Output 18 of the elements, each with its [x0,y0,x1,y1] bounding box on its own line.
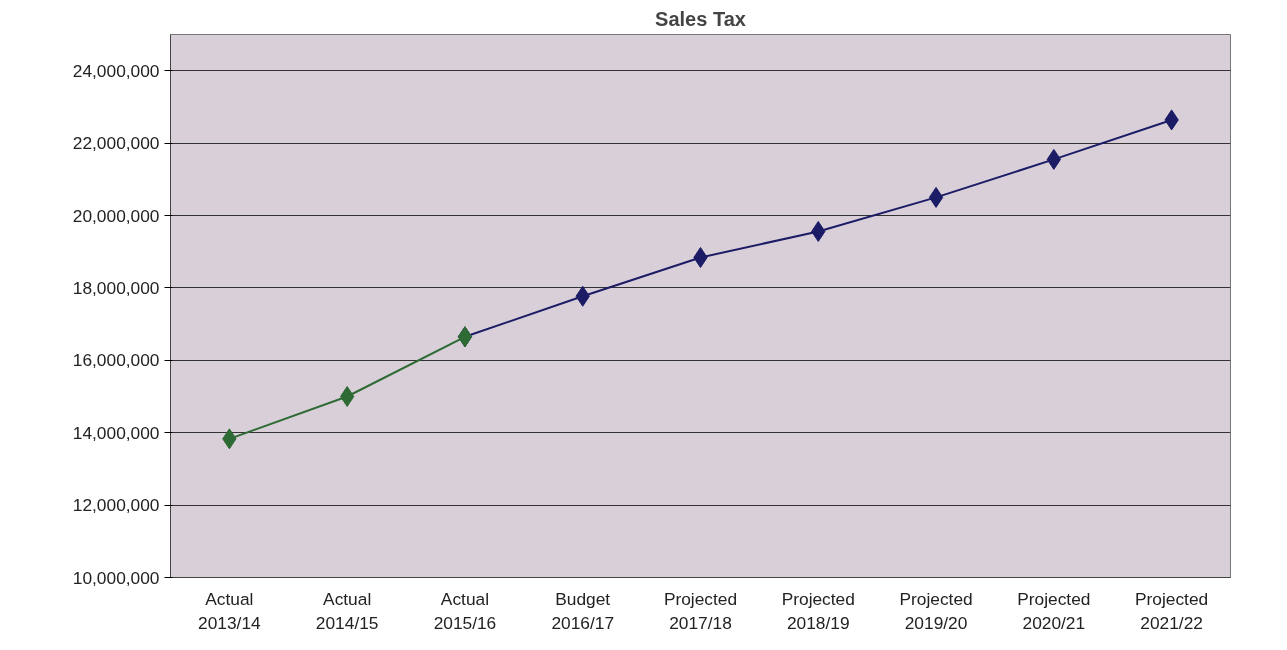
x-tick-label: Actual 2015/16 [433,588,497,633]
chart-title: Sales Tax [655,7,746,30]
y-tick-label: 12,000,000 [72,495,160,516]
x-tick-label: Projected 2021/22 [1135,588,1209,633]
x-tick-label: Actual 2014/15 [315,588,379,633]
y-tick-label: 10,000,000 [72,567,160,588]
x-tick-label: Projected 2019/20 [899,588,973,633]
x-tick-label: Projected 2020/21 [1017,588,1091,633]
x-tick-label: Budget 2016/17 [551,588,615,633]
y-tick-label: 14,000,000 [72,422,160,443]
x-tick-label: Actual 2013/14 [198,588,262,633]
y-tick-label: 18,000,000 [72,277,160,298]
y-tick-label: 16,000,000 [72,350,160,371]
y-tick-label: 20,000,000 [72,205,160,226]
y-tick-label: 24,000,000 [72,60,160,81]
y-tick-label: 22,000,000 [72,133,160,154]
x-tick-label: Projected 2017/18 [663,588,738,633]
x-tick-label: Projected 2018/19 [781,588,855,633]
